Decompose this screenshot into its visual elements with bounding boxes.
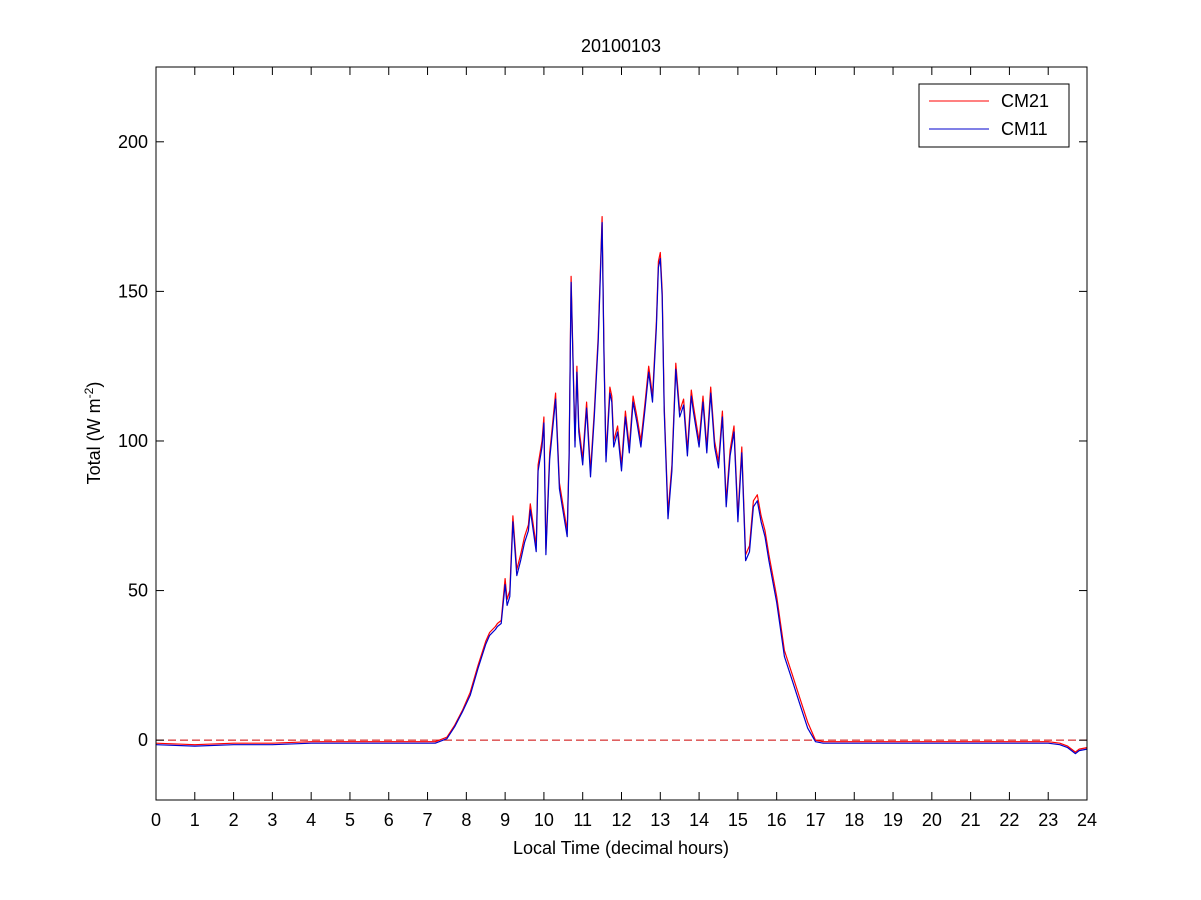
- x-tick-label: 21: [961, 810, 981, 830]
- y-tick-label: 150: [118, 281, 148, 301]
- y-axis-label: Total (W m-2): [82, 382, 104, 485]
- y-tick-label: 100: [118, 431, 148, 451]
- plot-area: [156, 67, 1087, 800]
- x-tick-label: 0: [151, 810, 161, 830]
- y-tick-label: 50: [128, 581, 148, 601]
- x-tick-label: 9: [500, 810, 510, 830]
- x-tick-label: 10: [534, 810, 554, 830]
- y-axis-label-superscript: -2: [82, 387, 96, 398]
- x-tick-label: 3: [267, 810, 277, 830]
- x-tick-label: 23: [1038, 810, 1058, 830]
- x-tick-label: 7: [423, 810, 433, 830]
- x-tick-label: 14: [689, 810, 709, 830]
- x-tick-label: 8: [461, 810, 471, 830]
- x-tick-label: 11: [573, 810, 592, 830]
- x-tick-label: 5: [345, 810, 355, 830]
- chart-title: 20100103: [581, 36, 661, 56]
- x-axis-label: Local Time (decimal hours): [513, 838, 729, 858]
- x-tick-label: 16: [767, 810, 787, 830]
- x-tick-label: 12: [611, 810, 631, 830]
- x-tick-label: 15: [728, 810, 748, 830]
- x-tick-label: 4: [306, 810, 316, 830]
- x-tick-label: 19: [883, 810, 903, 830]
- x-tick-label: 20: [922, 810, 942, 830]
- series-line-cm11: [155, 222, 1088, 755]
- y-axis-label-close: ): [84, 382, 104, 388]
- y-axis-label-main: Total (W m: [84, 398, 104, 484]
- x-tick-label: 24: [1077, 810, 1097, 830]
- x-tick-label: 22: [999, 810, 1019, 830]
- y-tick-label: 0: [138, 730, 148, 750]
- legend-box: [918, 83, 1070, 148]
- x-tick-label: 6: [384, 810, 394, 830]
- x-tick-label: 1: [190, 810, 200, 830]
- legend-label-cm21: CM21: [1001, 91, 1049, 111]
- x-tick-label: 2: [229, 810, 239, 830]
- legend: CM21 CM11: [918, 83, 1070, 148]
- legend-label-cm11: CM11: [1001, 119, 1048, 139]
- x-tick-label: 13: [650, 810, 670, 830]
- x-tick-label: 17: [805, 810, 825, 830]
- y-tick-label: 200: [118, 132, 148, 152]
- x-tick-label: 18: [844, 810, 864, 830]
